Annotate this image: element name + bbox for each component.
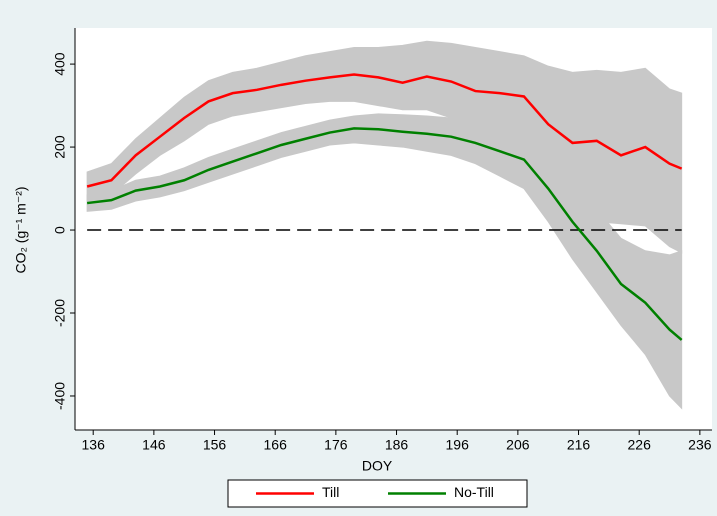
x-tick-label: 146 [142, 437, 166, 453]
y-tick-label: 200 [52, 135, 68, 159]
x-tick-label: 206 [506, 437, 530, 453]
series-line [86, 73, 683, 188]
x-tick-label: 166 [264, 437, 288, 453]
x-tick-label: 196 [446, 437, 470, 453]
x-tick-label: 216 [567, 437, 591, 453]
x-tick-label: 186 [385, 437, 409, 453]
y-tick-label: -200 [52, 299, 68, 327]
legend-label: No-Till [454, 484, 494, 500]
confidence-band [86, 113, 683, 410]
y-tick-label: 400 [52, 52, 68, 76]
y-axis-title: CO₂ (g⁻¹ m⁻²) [13, 186, 29, 273]
y-tick-label: 0 [52, 226, 68, 234]
x-tick-label: 236 [688, 437, 712, 453]
legend-label: Till [322, 484, 339, 500]
x-axis-title: DOY [362, 458, 393, 474]
x-tick-label: 226 [628, 437, 652, 453]
x-tick-label: 136 [82, 437, 106, 453]
y-tick-label: -400 [52, 382, 68, 410]
x-tick-label: 176 [324, 437, 348, 453]
series-line [86, 127, 683, 341]
x-tick-label: 156 [203, 437, 227, 453]
